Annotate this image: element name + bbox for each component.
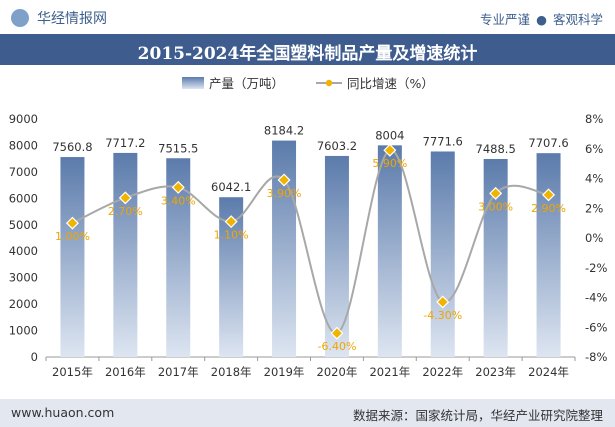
- bar: [324, 155, 349, 357]
- x-axis-tick-label: 2024年: [528, 365, 569, 379]
- growth-line: 1.00% 2.70% 3.40% 1.10% 3.90% -6.40% 5.90% -4.3…: [55, 143, 566, 353]
- bar-value-label: 7603.2: [317, 139, 357, 153]
- right-axis-tick-label: 0%: [585, 231, 603, 245]
- bar: [536, 153, 561, 357]
- bar-value-label: 6042.1: [211, 180, 251, 194]
- tag-1: 专业严谨: [480, 12, 531, 27]
- bullet-icon: ●: [536, 12, 547, 27]
- bars: 7560.8 7717.2 7515.5 6042.1 8184.2 7603.2 8004…: [52, 124, 569, 357]
- x-axis-tick-label: 2023年: [475, 365, 516, 379]
- x-axis-tick-label: 2022年: [422, 365, 463, 379]
- growth-marker: [383, 143, 397, 157]
- bar: [272, 140, 297, 357]
- growth-value-label: 2.70%: [108, 205, 143, 218]
- growth-value-label: 3.40%: [161, 194, 196, 207]
- bar: [430, 151, 455, 357]
- footer-source: 数据来源：国家统计局，华经产业研究院整理: [352, 408, 603, 423]
- footer-website: www.huaon.com: [11, 405, 115, 420]
- growth-marker: [542, 188, 556, 202]
- right-axis-tick-label: 4%: [585, 172, 603, 186]
- x-axis-tick-label: 2020年: [317, 365, 358, 379]
- tag-2: 客观科学: [552, 12, 603, 27]
- left-axis-tick-label: 3000: [9, 271, 38, 285]
- right-axis-tick-label: 6%: [585, 142, 603, 156]
- right-axis-tick-label: -2%: [585, 261, 607, 275]
- left-axis-tick-label: 8000: [9, 138, 38, 152]
- bar: [60, 157, 85, 357]
- growth-marker: [330, 326, 344, 340]
- growth-marker: [65, 216, 79, 230]
- growth-value-label: -6.40%: [317, 340, 356, 353]
- bar: [113, 152, 138, 357]
- growth-marker: [436, 295, 450, 309]
- growth-marker: [171, 180, 185, 194]
- bar-value-label: 7707.6: [528, 136, 568, 150]
- left-axis-tick-label: 6000: [9, 191, 38, 205]
- right-axis-tick-label: -4%: [585, 291, 607, 305]
- x-axis-tick-label: 2015年: [52, 365, 93, 379]
- legend: 产量（万吨） 同比增速（%）: [182, 76, 434, 91]
- logo-text: 华经情报网: [37, 11, 107, 27]
- header-tags: 专业严谨 ● 客观科学: [480, 9, 603, 28]
- growth-value-label: 1.10%: [214, 229, 249, 242]
- growth-marker: [224, 215, 238, 229]
- left-axis-tick-label: 7000: [9, 165, 38, 179]
- x-axis-tick-label: 2017年: [158, 365, 199, 379]
- top-bar: 华经情报网 专业严谨 ● 客观科学: [0, 0, 615, 34]
- left-axis-tick-label: 2000: [9, 297, 38, 311]
- x-axis-tick-label: 2019年: [264, 365, 305, 379]
- bar-value-label: 8004: [375, 128, 404, 142]
- x-axis-tick-label: 2018年: [211, 365, 252, 379]
- logo-icon: [11, 9, 29, 27]
- growth-marker: [118, 191, 132, 205]
- x-axis-tick-label: 2016年: [105, 365, 146, 379]
- chart-title: 2015-2024年全国塑料制品产量及增速统计: [137, 44, 478, 64]
- bar: [377, 145, 402, 357]
- legend-line-label: 同比增速（%）: [347, 76, 434, 91]
- axes: 0 1000 2000 3000 4000 5000 6000 7000 8000 9000 -8%…: [9, 112, 608, 379]
- left-axis-tick-label: 0: [31, 350, 38, 364]
- growth-marker: [277, 173, 291, 187]
- growth-value-label: -4.30%: [423, 309, 462, 322]
- right-axis-tick-label: -6%: [585, 320, 607, 334]
- bar-value-label: 7515.5: [158, 141, 198, 155]
- growth-value-label: 3.90%: [267, 187, 302, 200]
- growth-value-label: 1.00%: [55, 230, 90, 243]
- footer-band: [0, 399, 615, 427]
- bar-value-label: 8184.2: [264, 124, 304, 138]
- x-axis-tick-label: 2021年: [369, 365, 410, 379]
- legend-bar-label: 产量（万吨）: [209, 76, 284, 91]
- right-axis-tick-label: 2%: [585, 201, 603, 215]
- growth-value-label: 3.00%: [478, 200, 513, 213]
- legend-line-marker: [325, 79, 333, 87]
- left-axis-tick-label: 5000: [9, 218, 38, 232]
- bar-value-label: 7560.8: [52, 140, 92, 154]
- left-axis-tick-label: 1000: [9, 324, 38, 338]
- title-band: [0, 34, 615, 65]
- right-axis-tick-label: 8%: [585, 112, 603, 126]
- left-axis-tick-label: 9000: [9, 112, 38, 126]
- bar-value-label: 7771.6: [423, 134, 463, 148]
- right-axis-tick-label: -8%: [585, 350, 607, 364]
- growth-marker: [489, 186, 503, 200]
- growth-line-path: [72, 149, 549, 335]
- growth-value-label: 5.90%: [372, 157, 407, 170]
- left-axis-tick-label: 4000: [9, 244, 38, 258]
- bar-value-label: 7488.5: [476, 142, 516, 156]
- growth-value-label: 2.90%: [531, 202, 566, 215]
- legend-bar-swatch: [182, 77, 204, 89]
- bar-value-label: 7717.2: [105, 136, 145, 150]
